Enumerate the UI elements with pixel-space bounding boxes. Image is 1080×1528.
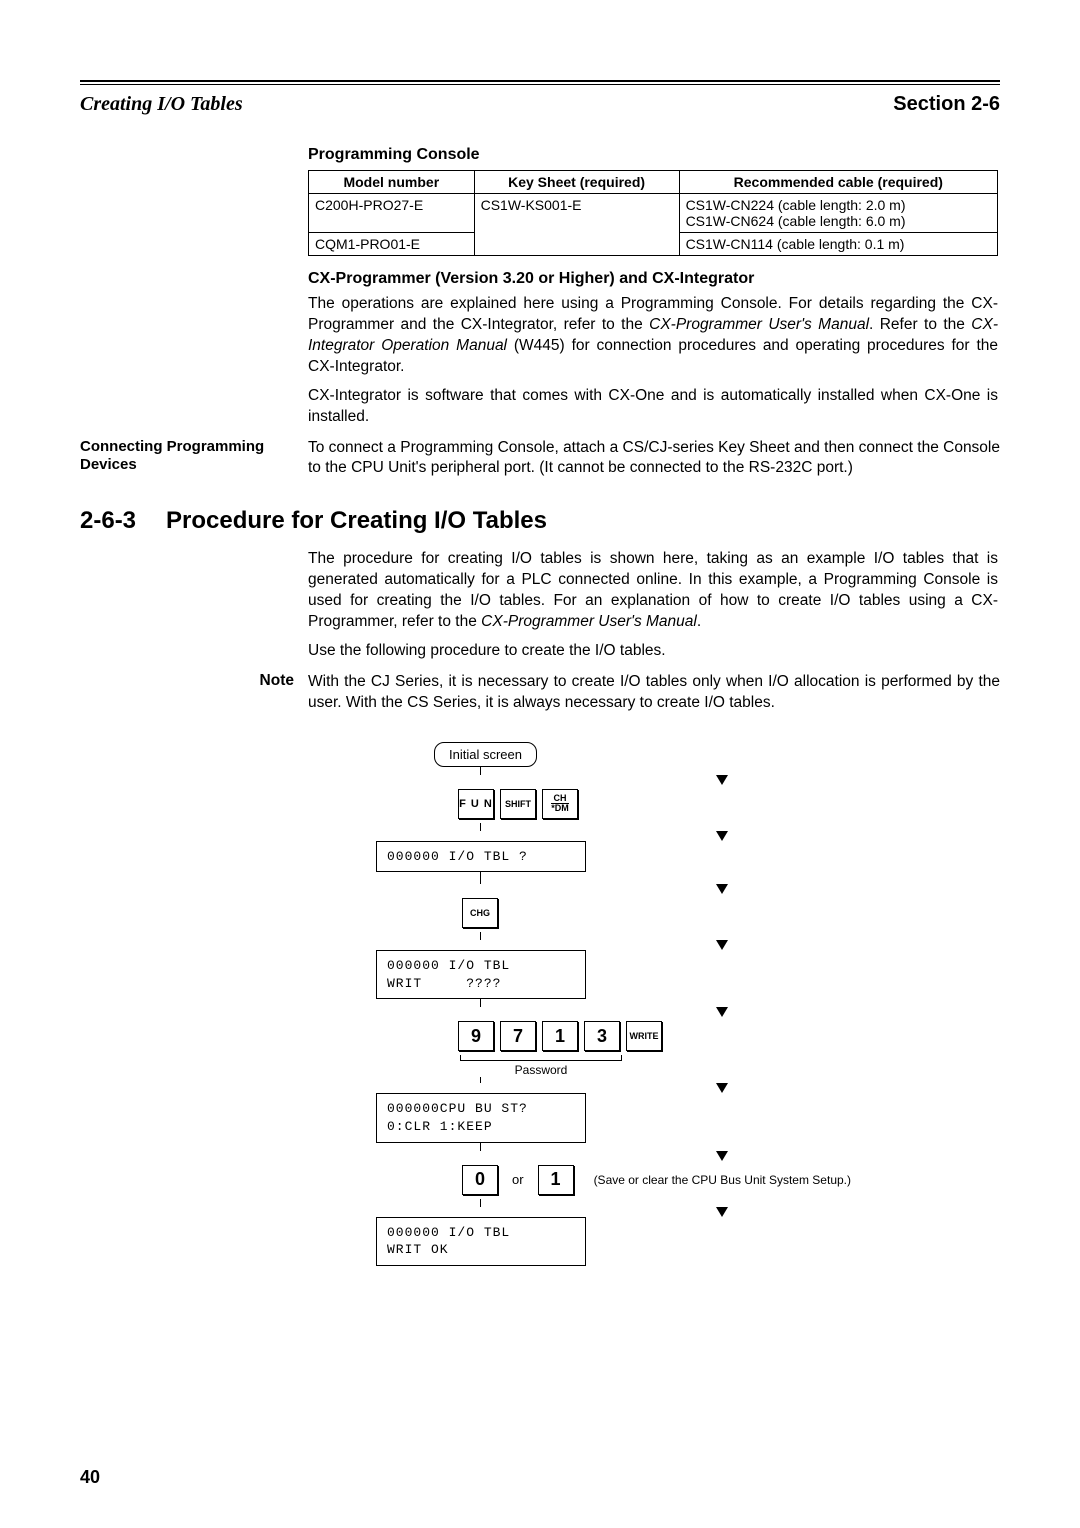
arrow-down-icon xyxy=(716,831,728,841)
arrow-down-icon xyxy=(716,1083,728,1093)
arrow-down-icon xyxy=(716,775,728,785)
arrow-down-icon xyxy=(716,884,728,894)
key-ch-bot: *DM xyxy=(551,804,569,813)
cx-paragraph-2: CX-Integrator is software that comes wit… xyxy=(308,386,998,428)
or-text: or xyxy=(504,1172,532,1187)
key-1b: 1 xyxy=(538,1165,574,1195)
key-3: 3 xyxy=(584,1021,620,1051)
cx-subhead: CX-Programmer (Version 3.20 or Higher) a… xyxy=(308,270,998,288)
text: . xyxy=(697,613,701,630)
section-number: 2-6-3 xyxy=(80,507,166,535)
flow-diagram: Initial screen F U N SHIFT CH *DM 000000… xyxy=(350,742,970,1266)
arrow-down-icon xyxy=(716,1007,728,1017)
save-clear-annotation: (Save or clear the CPU Bus Unit System S… xyxy=(594,1173,851,1187)
cell-keysheet: CS1W-KS001-E xyxy=(474,194,679,256)
console-screen-1: 000000 I/O TBL ? xyxy=(376,841,586,873)
key-ch-dm: CH *DM xyxy=(542,789,578,819)
header-right: Section 2-6 xyxy=(893,93,1000,116)
table-title: Programming Console xyxy=(308,146,998,164)
cell-cable: CS1W-CN114 (cable length: 0.1 m) xyxy=(679,233,997,256)
cell-model: CQM1-PRO01-E xyxy=(309,233,475,256)
procedure-paragraph-1: The procedure for creating I/O tables is… xyxy=(308,549,998,633)
console-screen-3: 000000CPU BU ST? 0:CLR 1:KEEP xyxy=(376,1093,586,1142)
page-header: Creating I/O Tables Section 2-6 xyxy=(80,93,1000,116)
flow-node-initial: Initial screen xyxy=(434,742,537,767)
section-title-text: Procedure for Creating I/O Tables xyxy=(166,507,547,534)
header-left: Creating I/O Tables xyxy=(80,93,243,116)
cell-model: C200H-PRO27-E xyxy=(309,194,475,233)
note-label: Note xyxy=(240,672,308,722)
note-body-text: With the CJ Series, it is necessary to c… xyxy=(308,672,1000,714)
key-0: 0 xyxy=(462,1165,498,1195)
console-screen-4: 000000 I/O TBL WRIT OK xyxy=(376,1217,586,1266)
note-block: Note With the CJ Series, it is necessary… xyxy=(240,672,1000,722)
manual-ref: CX-Programmer User's Manual xyxy=(649,316,869,333)
key-write: WRITE xyxy=(626,1021,662,1051)
key-chg: CHG xyxy=(462,898,498,928)
rule-thin xyxy=(80,84,1000,85)
key-shift: SHIFT xyxy=(500,789,536,819)
side-body-text: To connect a Programming Console, attach… xyxy=(308,438,1000,480)
key-7: 7 xyxy=(500,1021,536,1051)
th-model: Model number xyxy=(309,171,475,194)
password-caption: Password xyxy=(460,1063,622,1077)
cell-cable: CS1W-CN224 (cable length: 2.0 m) CS1W-CN… xyxy=(679,194,997,233)
arrow-down-icon xyxy=(716,1151,728,1161)
key-1: 1 xyxy=(542,1021,578,1051)
section-heading: 2-6-3Procedure for Creating I/O Tables xyxy=(80,507,1000,535)
rule-thick xyxy=(80,80,1000,82)
text: . Refer to the xyxy=(869,316,971,333)
arrow-down-icon xyxy=(716,1207,728,1217)
console-screen-2: 000000 I/O TBL WRIT ???? xyxy=(376,950,586,999)
page-number: 40 xyxy=(80,1467,100,1488)
key-9: 9 xyxy=(458,1021,494,1051)
th-keysheet: Key Sheet (required) xyxy=(474,171,679,194)
side-label: Connecting Programming Devices xyxy=(80,438,308,488)
arrow-down-icon xyxy=(716,940,728,950)
th-cable: Recommended cable (required) xyxy=(679,171,997,194)
key-fun: F U N xyxy=(458,789,494,819)
procedure-paragraph-2: Use the following procedure to create th… xyxy=(308,641,998,662)
connecting-devices-block: Connecting Programming Devices To connec… xyxy=(80,438,1000,488)
manual-ref: CX-Programmer User's Manual xyxy=(481,613,697,630)
cx-paragraph-1: The operations are explained here using … xyxy=(308,294,998,378)
programming-console-table: Model number Key Sheet (required) Recomm… xyxy=(308,170,998,256)
table-row: C200H-PRO27-E CS1W-KS001-E CS1W-CN224 (c… xyxy=(309,194,998,233)
